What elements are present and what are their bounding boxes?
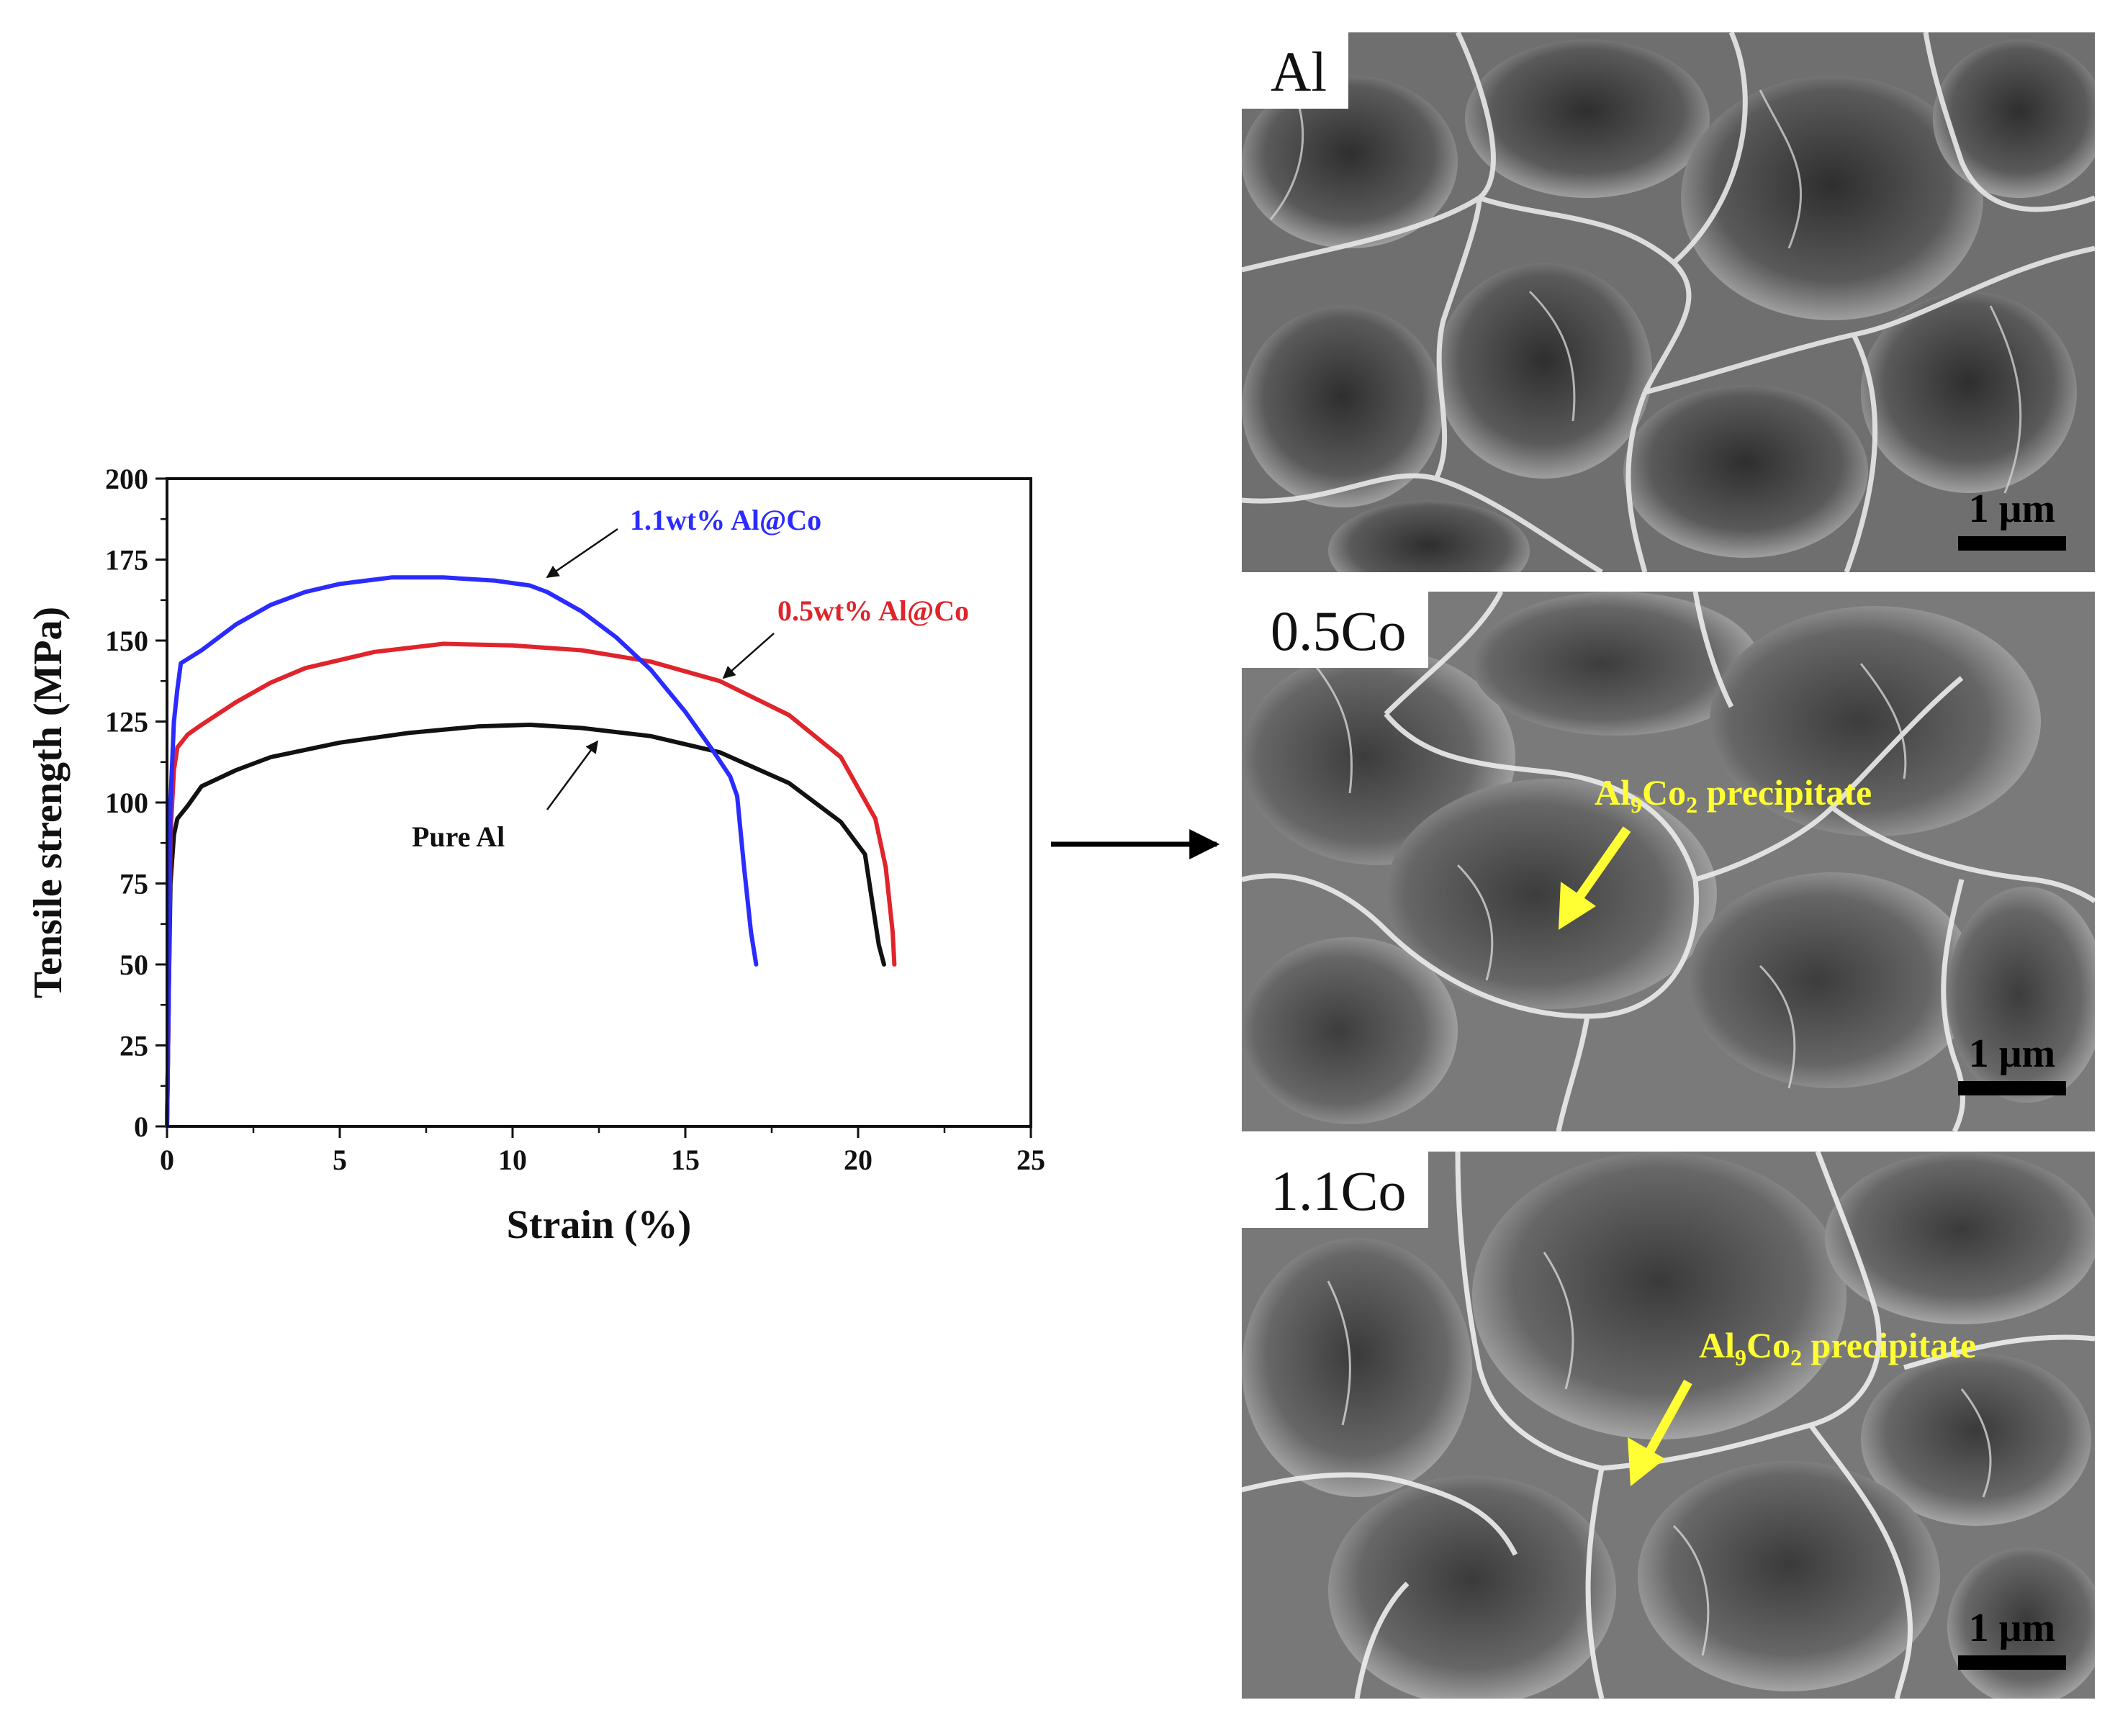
label-1-1wt-al-co: 1.1wt% Al@Co bbox=[630, 504, 821, 536]
y-tick-label: 75 bbox=[119, 868, 148, 900]
panel-label-1-1co: 1.1Co bbox=[1242, 1152, 1428, 1228]
tensile-chart: 0 25 50 75 100 125 150 175 200 0 5 10 15 20 25 Strain… bbox=[26, 463, 1220, 1247]
series-line-0-5wt-al-co bbox=[165, 641, 897, 1129]
pointer-1-1wt-al-co bbox=[546, 528, 618, 579]
plot-area-frame bbox=[166, 477, 1032, 1128]
y-tick-label: 175 bbox=[105, 544, 148, 577]
x-axis-ticks: 0 5 10 15 20 25 bbox=[160, 1126, 1045, 1176]
series-line-pure-al bbox=[165, 723, 886, 1129]
y-tick-label: 150 bbox=[105, 625, 148, 657]
x-tick-label: 25 bbox=[1016, 1144, 1045, 1176]
y-tick-label: 100 bbox=[105, 787, 148, 819]
series-layer bbox=[165, 575, 897, 1129]
sem-fracture-image-0-5co bbox=[1242, 592, 2095, 1131]
precipitate-label-1-1co: Al9Co2 precipitate bbox=[1699, 1325, 1977, 1370]
x-tick-label: 20 bbox=[844, 1144, 872, 1176]
sem-panel-0-5co: 0.5Co Al9Co2 precipitate 1 μm bbox=[1242, 592, 2095, 1131]
scale-bar-label-1-1co: 1 μm bbox=[1968, 1606, 2056, 1650]
sem-panel-1-1co: 1.1Co Al9Co2 precipitate 1 μm bbox=[1242, 1152, 2095, 1699]
scale-bar-0-5co bbox=[1958, 1081, 2066, 1095]
sem-panel-al: Al 1 μm bbox=[1242, 32, 2095, 572]
x-axis-title: Strain (%) bbox=[507, 1203, 692, 1247]
panel-label-al: Al bbox=[1242, 32, 1348, 109]
x-tick-label: 15 bbox=[671, 1144, 700, 1176]
y-tick-label: 50 bbox=[119, 949, 148, 981]
panel-label-0-5co: 0.5Co bbox=[1242, 592, 1428, 668]
scale-bar-label-0-5co: 1 μm bbox=[1968, 1031, 2056, 1076]
y-tick-label: 200 bbox=[105, 463, 148, 495]
sem-fracture-image-al bbox=[1242, 32, 2095, 572]
y-tick-label: 25 bbox=[119, 1030, 148, 1062]
y-tick-label: 125 bbox=[105, 706, 148, 738]
x-tick-label: 10 bbox=[498, 1144, 527, 1176]
series-line-1-1wt-al-co bbox=[165, 575, 759, 1129]
pointer-0-5wt-al-co bbox=[722, 633, 775, 679]
label-pure-al: Pure Al bbox=[412, 820, 505, 853]
y-axis-title: Tensile strength (MPa) bbox=[26, 607, 71, 998]
precipitate-arrow-icon-0-5co bbox=[1559, 826, 1631, 930]
precipitate-label-0-5co: Al9Co2 precipitate bbox=[1595, 772, 1872, 818]
scale-bar-1-1co bbox=[1958, 1655, 2066, 1670]
y-axis-ticks: 0 25 50 75 100 125 150 175 200 bbox=[105, 463, 167, 1143]
label-0-5wt-al-co: 0.5wt% Al@Co bbox=[777, 595, 969, 627]
precipitate-arrow-icon-1-1co bbox=[1628, 1379, 1692, 1486]
scale-bar-al bbox=[1958, 536, 2066, 551]
y-tick-label: 0 bbox=[134, 1111, 148, 1143]
x-tick-label: 5 bbox=[333, 1144, 347, 1176]
pointer-pure-al bbox=[546, 740, 599, 810]
scale-bar-label-al: 1 μm bbox=[1968, 487, 2056, 531]
x-tick-label: 0 bbox=[160, 1144, 174, 1176]
